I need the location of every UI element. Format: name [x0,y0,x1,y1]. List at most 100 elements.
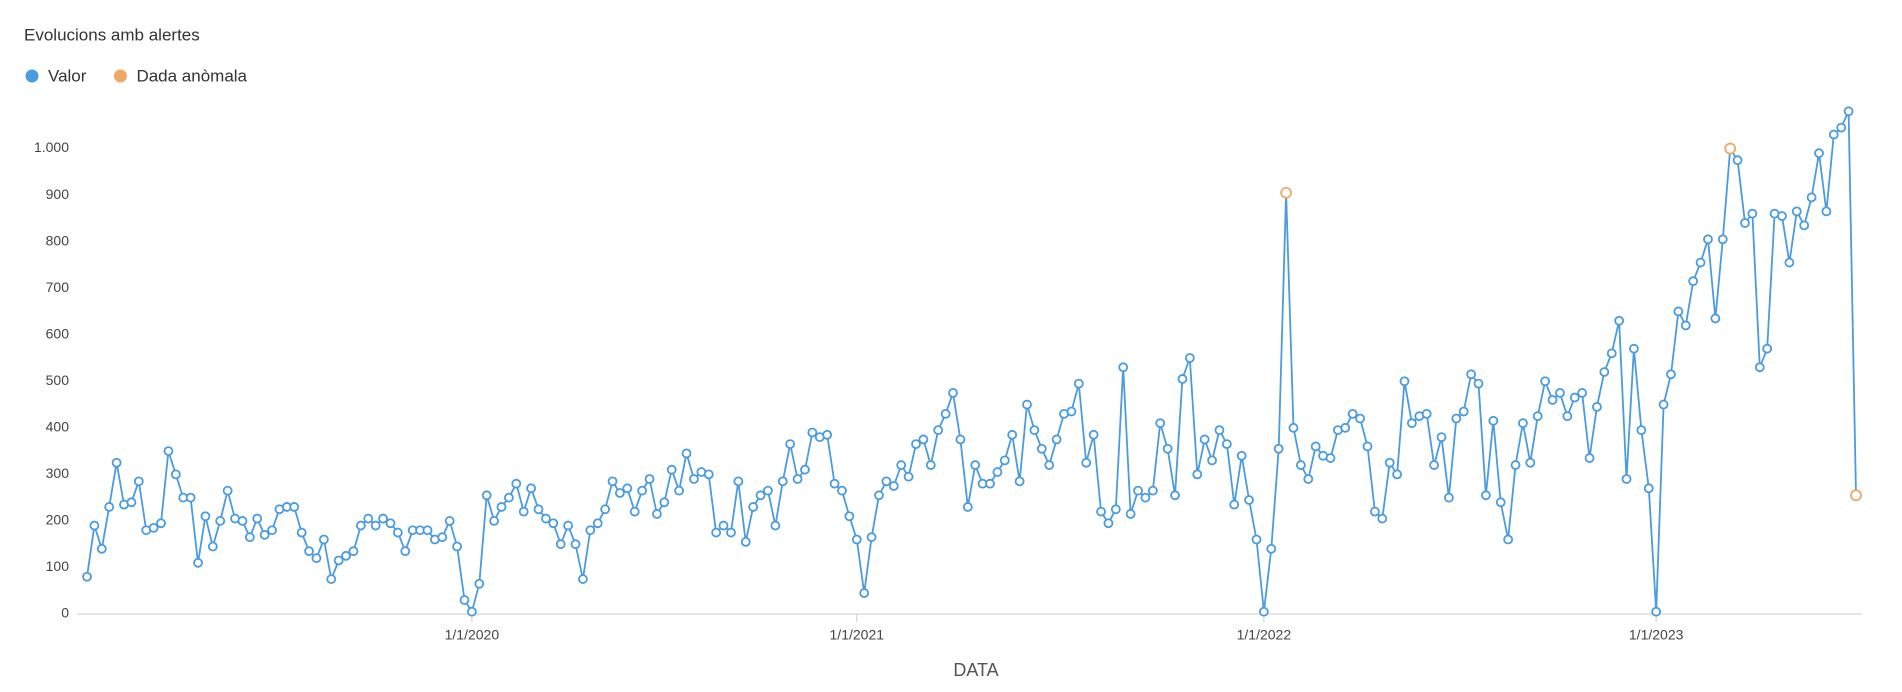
point [96,543,107,554]
point [1192,469,1203,480]
point [1569,392,1580,403]
point [881,476,892,487]
point [1481,490,1491,501]
point [629,506,640,517]
point [237,516,248,526]
point [1347,408,1358,419]
point [1207,455,1217,466]
point [1251,534,1262,545]
point [659,497,670,508]
point [1488,415,1499,426]
point [1695,257,1706,268]
point [1599,367,1610,377]
point [689,474,699,484]
point [1229,499,1240,510]
point [481,490,492,501]
point [526,483,537,494]
point [333,555,344,566]
point [1340,422,1351,433]
point [622,483,633,494]
point [792,474,803,484]
point [992,467,1003,477]
point [1066,406,1077,417]
point [785,439,796,450]
point [1310,441,1321,452]
point [1199,434,1210,445]
point [1022,399,1032,410]
x-tick-label: 1/1/2022 [1237,627,1292,643]
point [518,506,529,517]
point [1791,206,1802,217]
y-tick-label: 400 [46,419,70,435]
point [1614,315,1625,326]
point [104,502,115,512]
point [1044,460,1055,470]
point [1518,418,1528,429]
point [259,529,270,540]
point [511,478,522,489]
y-tick-label: 500 [46,372,70,388]
point [267,525,277,536]
point [933,425,944,436]
point [1473,378,1484,389]
point [452,541,462,552]
point [1458,406,1469,417]
point [1036,443,1047,454]
point [400,546,411,557]
point [200,511,211,522]
anomaly-point [1280,186,1292,199]
point [1147,485,1158,496]
point [459,595,470,605]
point [1258,606,1269,617]
x-tick-label: 1/1/2020 [445,627,500,643]
point [1177,374,1188,384]
point [392,527,403,538]
point [866,532,877,543]
point [1170,490,1180,501]
point [1451,413,1462,424]
point [911,439,921,450]
point [592,518,603,529]
point [1369,506,1380,517]
point [1429,460,1440,470]
y-tick-label: 800 [46,232,70,248]
point [1510,460,1521,470]
point [1133,485,1143,496]
point [1110,504,1121,515]
point [666,464,677,475]
point [170,469,181,480]
point [1828,129,1839,140]
point [1221,439,1232,450]
y-tick-label: 200 [46,512,70,528]
point [1088,429,1099,440]
point [1384,457,1395,468]
point [1295,460,1306,470]
point [777,476,788,487]
point [1688,276,1699,287]
y-tick-label: 600 [46,325,70,341]
point [422,525,433,536]
point [1525,457,1536,468]
point [903,471,914,482]
point [193,557,203,568]
point [466,606,477,617]
point [1125,509,1136,519]
point [1244,495,1254,505]
point [474,578,485,589]
x-tick-label: 1/1/2021 [830,627,885,643]
point [644,474,655,484]
point [585,525,596,536]
point [111,457,122,468]
point [652,509,662,519]
point [1103,518,1114,529]
point [222,485,233,496]
point [1096,506,1106,517]
point [1184,353,1195,363]
point [215,516,226,526]
y-tick-label: 0 [61,605,69,621]
point [207,541,218,552]
point [1236,450,1247,461]
point [1303,474,1314,484]
point [1162,443,1173,454]
